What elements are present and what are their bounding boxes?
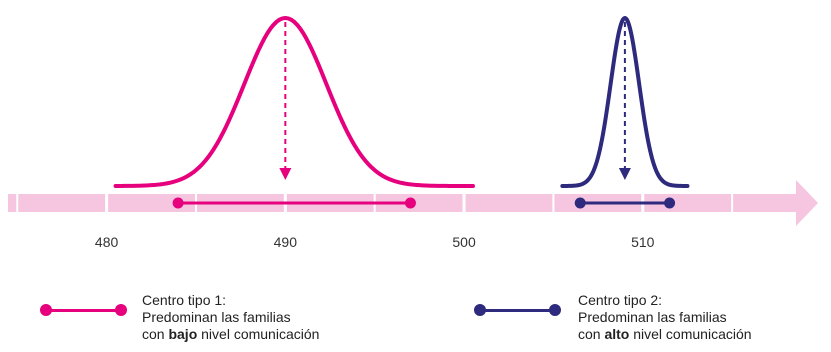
curves [113,16,690,188]
legend-line-2 [480,309,555,312]
center-arrow-head-1 [279,168,292,180]
legend-text-2: Centro tipo 2: Predominan las familias c… [578,292,752,343]
tick-label-500: 500 [452,234,476,250]
density-curve-2 [560,16,690,188]
density-curve-1 [113,16,475,188]
legend-item-2: Centro tipo 2: Predominan las familias c… [474,292,814,352]
legend-line3-2: con alto nivel comunicación [578,326,752,342]
legend-line-1 [46,309,121,312]
legend-dot-right-2 [549,304,561,316]
tick-label-490: 490 [273,234,298,250]
legend-bold-2: alto [604,326,630,342]
legend-line3-1: con bajo nivel comunicación [142,326,320,342]
legend-item-1: Centro tipo 1: Predominan las familias c… [40,292,370,352]
tick-label-480: 480 [94,234,119,250]
legend-line2-2: Predominan las familias [578,309,727,325]
range-dot-left-2 [574,197,586,209]
legend-dot-right-1 [115,304,127,316]
range-dot-right-2 [664,197,676,209]
ranges [172,197,676,209]
legend-dot-left-2 [474,304,486,316]
range-dot-right-1 [404,197,416,209]
legend-line2-1: Predominan las familias [142,309,291,325]
range-dot-left-1 [172,197,184,209]
legend-bold-1: bajo [168,326,198,342]
center-arrow-head-2 [618,168,631,180]
legend-text-1: Centro tipo 1: Predominan las familias c… [142,292,319,343]
legend-title-1: Centro tipo 1: [142,292,227,308]
legend-title-2: Centro tipo 2: [578,292,663,308]
tick-label-510: 510 [631,234,655,250]
legend-dot-left-1 [40,304,52,316]
